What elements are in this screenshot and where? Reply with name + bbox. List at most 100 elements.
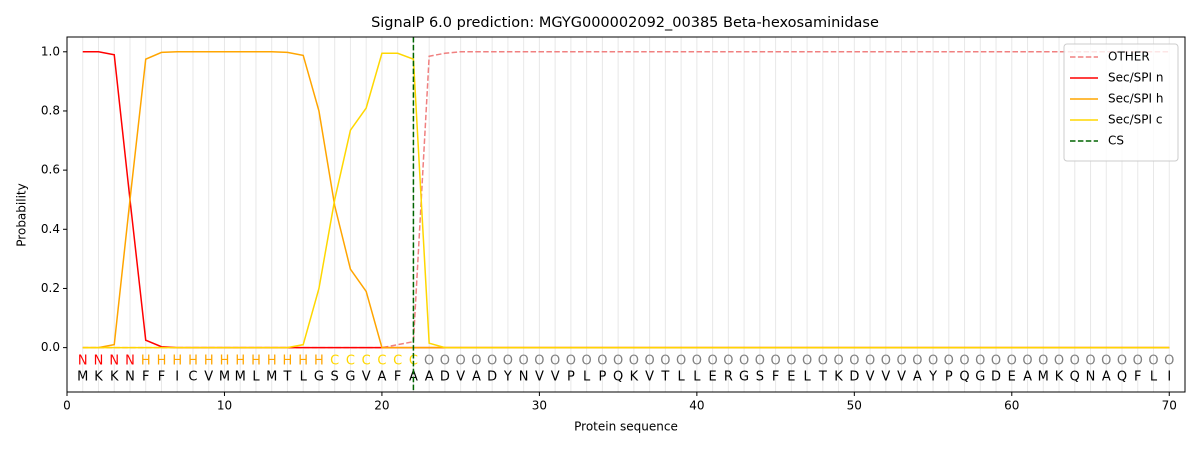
residue-label: O [1085, 354, 1095, 369]
series-line [82, 51, 1170, 349]
residue: F [142, 370, 149, 385]
residue-label: O [645, 354, 655, 369]
residue: T [660, 370, 669, 385]
legend: OTHER Sec/SPI n Sec/SPI h Sec/SPI c CS [1063, 43, 1179, 162]
residue-label: O [975, 354, 985, 369]
residue: D [991, 370, 1001, 385]
residue-label: O [1070, 354, 1080, 369]
x-tick-label: 40 [689, 399, 704, 413]
residue-label: H [204, 354, 214, 369]
residue: I [175, 370, 179, 385]
residue-label: H [283, 354, 293, 369]
residue: K [834, 370, 843, 385]
residue-label: O [723, 354, 733, 369]
residue: S [331, 370, 339, 385]
residue: N [519, 370, 529, 385]
legend-label: CS [1108, 134, 1124, 148]
residue-label: O [660, 354, 670, 369]
y-tick-label: 0.6 [41, 163, 60, 177]
residue-label: O [944, 354, 954, 369]
residue: A [377, 370, 386, 385]
residue-label: O [1007, 354, 1017, 369]
residue-label: O [1148, 354, 1158, 369]
residue: N [1086, 370, 1096, 385]
residue: C [188, 370, 197, 385]
residue-label: H [251, 354, 261, 369]
residue: G [975, 370, 985, 385]
residue-label: N [94, 354, 104, 369]
residue-label: H [141, 354, 151, 369]
residue-label: C [330, 354, 339, 369]
residue: M [1038, 370, 1049, 385]
residue: V [204, 370, 213, 385]
residue-label: O [849, 354, 859, 369]
legend-label: OTHER [1108, 50, 1150, 64]
residue: A [1023, 370, 1032, 385]
residue-label: H [220, 354, 230, 369]
residue-label: O [912, 354, 922, 369]
residue: A [1102, 370, 1111, 385]
residue: L [1150, 370, 1158, 385]
residue-label: H [267, 354, 277, 369]
residue: P [567, 370, 575, 385]
x-tick-label: 60 [1004, 399, 1019, 413]
residue: N [125, 370, 135, 385]
residue-label: H [235, 354, 245, 369]
residue-label: O [770, 354, 780, 369]
residue: T [818, 370, 827, 385]
residue: D [849, 370, 859, 385]
residue-label: O [1164, 354, 1174, 369]
residue: G [314, 370, 324, 385]
y-tick-label: 1.0 [41, 44, 60, 58]
legend-label: Sec/SPI h [1108, 92, 1163, 106]
residue: A [913, 370, 922, 385]
residue-label: O [959, 354, 969, 369]
plot-frame [66, 36, 1186, 393]
residue-label: O [881, 354, 891, 369]
residue: V [645, 370, 654, 385]
residue-label: O [928, 354, 938, 369]
residue: V [866, 370, 875, 385]
residue-label: O [582, 354, 592, 369]
residue: P [945, 370, 953, 385]
residue: M [266, 370, 277, 385]
y-tick-label: 0.4 [41, 222, 60, 236]
residue-label: O [692, 354, 702, 369]
residue-label: H [314, 354, 324, 369]
residue-label: O [613, 354, 623, 369]
residue-label: O [440, 354, 450, 369]
residue: L [252, 370, 260, 385]
residue-label: O [1022, 354, 1032, 369]
legend-box [1063, 43, 1179, 162]
residue-label: O [424, 354, 434, 369]
residue-label: C [377, 354, 386, 369]
x-tick-label: 10 [217, 399, 232, 413]
residue: M [77, 370, 88, 385]
residue-label: H [188, 354, 198, 369]
residue-label: O [707, 354, 717, 369]
residue: Q [613, 370, 623, 385]
residue-label: O [676, 354, 686, 369]
residue-label: C [346, 354, 355, 369]
residue: L [583, 370, 591, 385]
residue: L [693, 370, 701, 385]
residue: A [472, 370, 481, 385]
x-tick-label: 0 [63, 399, 71, 413]
residue: M [219, 370, 230, 385]
residue-label: H [298, 354, 308, 369]
residue-label: O [865, 354, 875, 369]
residue: A [425, 370, 434, 385]
residue: L [300, 370, 308, 385]
residue-label: C [393, 354, 402, 369]
residue-label: N [109, 354, 119, 369]
y-tick-label: 0.8 [41, 103, 60, 117]
residue-label: O [519, 354, 529, 369]
residue: R [724, 370, 733, 385]
residue-label: C [362, 354, 371, 369]
residue: D [487, 370, 497, 385]
x-tick-label: 70 [1162, 399, 1177, 413]
residue-label: O [629, 354, 639, 369]
residue-label: O [471, 354, 481, 369]
residue: F [394, 370, 401, 385]
